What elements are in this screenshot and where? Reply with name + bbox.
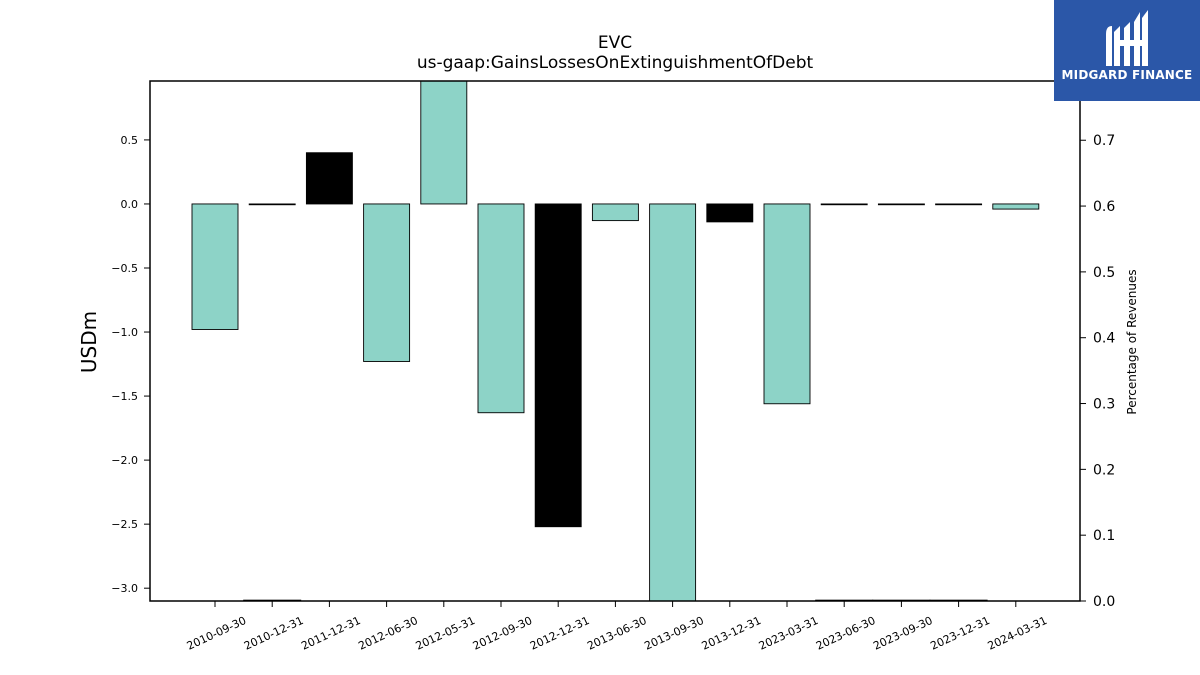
bar-2010-09-30 bbox=[191, 203, 239, 330]
x-tick-label: 2012-06-30 bbox=[356, 614, 419, 653]
y2-axis-ticks: 0.0 0.1 0.2 0.3 0.4 0.5 0.6 0.7 bbox=[1080, 133, 1115, 610]
x-tick-label: 2012-12-31 bbox=[528, 614, 591, 653]
x-tick-label: 2023-12-31 bbox=[928, 614, 991, 653]
bar-2011-12-31 bbox=[305, 152, 353, 205]
plot-frame bbox=[149, 80, 1081, 602]
y2-tick-label: 0.3 bbox=[1093, 397, 1115, 413]
bar-2023-12-31 bbox=[935, 203, 983, 206]
y-tick-label: 0.0 bbox=[121, 198, 139, 211]
y-tick-label: −2.0 bbox=[111, 454, 138, 467]
y-tick-label: −2.5 bbox=[111, 518, 138, 531]
y-tick-label: −1.5 bbox=[111, 390, 138, 403]
x-axis-ticks: 2010-09-302010-12-312011-12-312012-06-30… bbox=[185, 601, 1049, 653]
y2-tick-label: 0.7 bbox=[1093, 133, 1115, 149]
y2-axis-label: Percentage of Revenues bbox=[1125, 269, 1139, 414]
bar-2010-12-31 bbox=[248, 203, 296, 206]
x-tick-label: 2024-03-31 bbox=[986, 614, 1049, 653]
bar-2012-12-31 bbox=[534, 203, 582, 528]
y2-tick-label: 0.1 bbox=[1093, 528, 1115, 544]
bar-2013-09-30 bbox=[649, 203, 697, 602]
logo-mark-icon bbox=[1106, 10, 1148, 66]
y2-tick-label: 0.6 bbox=[1093, 199, 1115, 215]
x-tick-label: 2023-06-30 bbox=[814, 614, 877, 653]
midgard-finance-logo: MIDGARD FINANCE bbox=[1054, 0, 1200, 101]
y-tick-label: 0.5 bbox=[121, 134, 139, 147]
x-tick-label: 2012-05-31 bbox=[414, 614, 477, 653]
y-tick-label: −3.0 bbox=[111, 582, 138, 595]
bar-layer bbox=[191, 80, 1040, 602]
bar-2023-06-30 bbox=[820, 203, 868, 206]
y-tick-label: −0.5 bbox=[111, 262, 138, 275]
chart-subtitle: us-gaap:GainsLossesOnExtinguishmentOfDeb… bbox=[417, 53, 814, 73]
x-tick-label: 2010-12-31 bbox=[242, 614, 305, 653]
y2-tick-label: 0.5 bbox=[1093, 265, 1115, 281]
x-tick-label: 2013-06-30 bbox=[585, 614, 648, 653]
y-tick-label: −1.0 bbox=[111, 326, 138, 339]
x-tick-label: 2010-09-30 bbox=[185, 614, 248, 653]
bar-2012-09-30 bbox=[477, 203, 525, 414]
chart-title: EVC bbox=[598, 33, 632, 53]
x-tick-label: 2023-09-30 bbox=[871, 614, 934, 653]
y-axis-label: USDm bbox=[77, 311, 101, 373]
y2-tick-label: 0.4 bbox=[1093, 331, 1115, 347]
x-tick-label: 2013-09-30 bbox=[642, 614, 705, 653]
x-tick-label: 2013-12-31 bbox=[700, 614, 763, 653]
y2-tick-label: 0.2 bbox=[1093, 462, 1115, 478]
bar-2012-05-31 bbox=[420, 80, 468, 205]
y2-tick-label: 0.0 bbox=[1093, 594, 1115, 610]
x-tick-label: 2011-12-31 bbox=[299, 614, 362, 653]
x-tick-label: 2012-09-30 bbox=[471, 614, 534, 653]
bar-2023-09-30 bbox=[877, 203, 925, 206]
bar-2023-03-31 bbox=[763, 203, 811, 405]
bar-2013-06-30 bbox=[591, 203, 639, 222]
bar-2024-03-31 bbox=[992, 203, 1040, 210]
bar-2012-06-30 bbox=[363, 203, 411, 362]
logo-text: MIDGARD FINANCE bbox=[1061, 68, 1193, 82]
x-tick-label: 2023-03-31 bbox=[757, 614, 820, 653]
bar-2013-12-31 bbox=[706, 203, 754, 223]
y-axis-ticks: 0.5 0.0 −0.5 −1.0 −1.5 −2.0 −2.5 −3.0 bbox=[111, 134, 150, 595]
